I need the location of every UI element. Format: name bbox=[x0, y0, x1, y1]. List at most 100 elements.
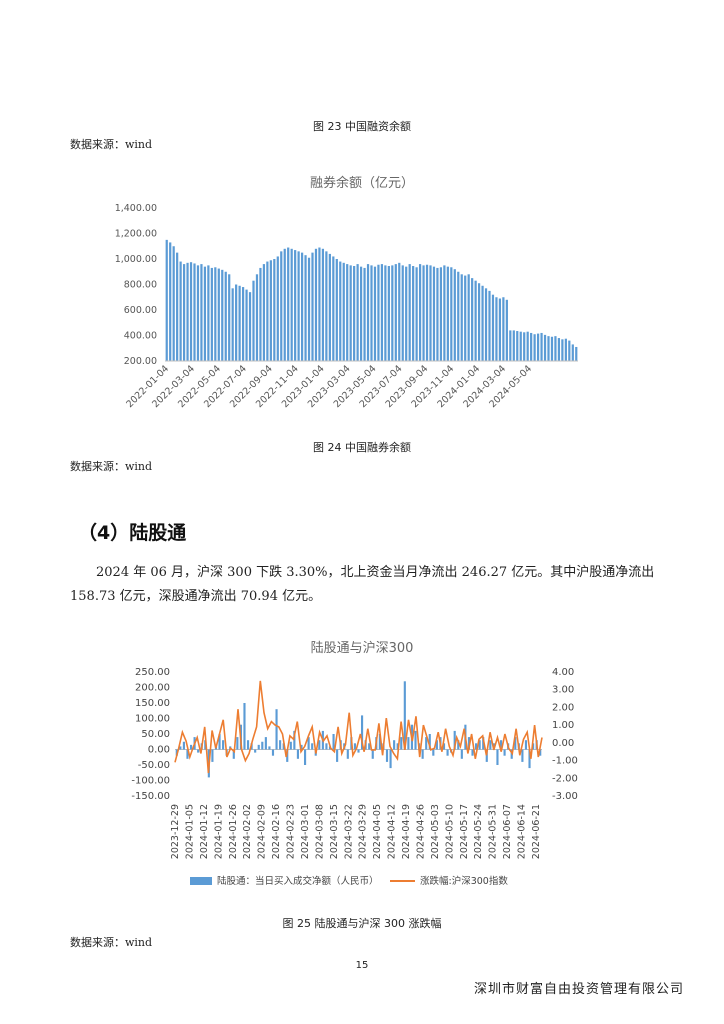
bar bbox=[245, 289, 248, 361]
right-y-tick-label: 0.00 bbox=[552, 738, 574, 749]
bar bbox=[339, 261, 342, 361]
bar bbox=[360, 715, 364, 750]
bar bbox=[189, 744, 193, 750]
bar bbox=[311, 743, 314, 750]
bar bbox=[228, 274, 231, 361]
bar bbox=[176, 252, 179, 361]
bar bbox=[533, 334, 536, 361]
figure-24-chart: 1,400.00 1,200.00 1,000.00 800.00 600.00 400.… bbox=[115, 203, 578, 410]
bar bbox=[485, 749, 488, 762]
bar bbox=[211, 749, 214, 762]
bar bbox=[481, 285, 484, 361]
bar bbox=[280, 251, 283, 361]
bar bbox=[332, 734, 335, 750]
bar bbox=[314, 248, 318, 361]
x-tick-label: 2024-05-31 bbox=[488, 804, 499, 859]
bar bbox=[197, 749, 200, 753]
x-tick-label: 2024-06-07 bbox=[502, 804, 513, 859]
y-tick-label: 1,000.00 bbox=[115, 254, 157, 265]
right-y-tick-label: -1.00 bbox=[552, 756, 578, 767]
bar bbox=[496, 749, 499, 765]
bar bbox=[478, 740, 481, 750]
bar bbox=[491, 294, 495, 361]
bar bbox=[246, 740, 250, 750]
right-y-tick-label: 2.00 bbox=[552, 702, 574, 713]
bar bbox=[289, 741, 292, 750]
bar bbox=[499, 740, 503, 750]
x-tick-label: 2024-03-01 bbox=[300, 804, 311, 859]
bar bbox=[514, 737, 517, 750]
bar bbox=[436, 267, 439, 361]
bar bbox=[357, 749, 360, 753]
bar bbox=[539, 749, 542, 756]
right-y-tick-label: 4.00 bbox=[552, 667, 574, 678]
bar bbox=[165, 239, 168, 361]
x-tick-label: 2024-03-29 bbox=[358, 804, 369, 859]
bar bbox=[521, 749, 524, 762]
bar bbox=[418, 264, 422, 361]
bar bbox=[412, 266, 415, 361]
bar bbox=[422, 265, 425, 361]
x-tick-label: 2024-01-12 bbox=[199, 804, 210, 859]
bar bbox=[396, 743, 399, 750]
bar bbox=[293, 730, 296, 750]
bar bbox=[282, 743, 285, 750]
figure-24-title: 融券余额（亿元） bbox=[309, 176, 414, 191]
bar bbox=[186, 262, 189, 361]
bar bbox=[232, 749, 235, 759]
legend-bar-swatch bbox=[190, 877, 212, 885]
bar bbox=[460, 274, 463, 361]
bar bbox=[268, 746, 271, 750]
left-y-tick-label: 100.00 bbox=[135, 714, 170, 725]
bar bbox=[467, 737, 471, 750]
bar bbox=[363, 267, 366, 361]
bar bbox=[450, 267, 453, 361]
right-y-tick-label: -2.00 bbox=[552, 773, 578, 784]
bar bbox=[442, 743, 446, 750]
bar bbox=[328, 253, 331, 361]
bar bbox=[318, 740, 321, 750]
y-tick-label: 1,200.00 bbox=[115, 229, 157, 240]
bar bbox=[186, 749, 189, 759]
figure-24-source: 数据来源：wind bbox=[70, 460, 153, 473]
y-tick-label: 800.00 bbox=[124, 280, 157, 291]
bar bbox=[428, 734, 431, 750]
bar bbox=[561, 339, 564, 361]
section-heading: （4）陆股通 bbox=[78, 522, 187, 544]
bar bbox=[371, 749, 374, 759]
bar bbox=[509, 330, 512, 361]
bar bbox=[435, 740, 438, 750]
bar bbox=[290, 248, 293, 361]
figure-25-chart: 250.00 200.00 150.00 100.00 50.00 0.00 -50.00 -… bbox=[131, 667, 578, 887]
bar bbox=[421, 749, 424, 759]
bar bbox=[457, 271, 460, 361]
bar bbox=[370, 265, 373, 361]
bar bbox=[169, 242, 172, 361]
bar bbox=[241, 287, 245, 361]
bar bbox=[248, 292, 252, 361]
bar bbox=[453, 269, 456, 361]
bar bbox=[398, 262, 401, 361]
bar bbox=[261, 741, 264, 750]
bar bbox=[368, 743, 371, 750]
bar bbox=[238, 285, 241, 361]
bar bbox=[460, 749, 463, 759]
bar bbox=[283, 248, 286, 361]
x-tick-label: 2024-05-24 bbox=[473, 804, 484, 859]
bar bbox=[512, 330, 515, 361]
bar bbox=[207, 265, 210, 361]
bar bbox=[287, 247, 290, 361]
bar bbox=[547, 336, 550, 361]
bar bbox=[464, 275, 467, 361]
x-tick-label: 2024-04-05 bbox=[372, 804, 383, 859]
bar bbox=[557, 338, 561, 361]
bar bbox=[425, 737, 428, 750]
bar bbox=[489, 740, 492, 750]
x-tick-label: 2024-04-26 bbox=[415, 804, 426, 859]
x-tick-label: 2024-01-05 bbox=[184, 804, 195, 859]
bar bbox=[380, 264, 384, 361]
bar bbox=[214, 267, 217, 361]
bar bbox=[346, 749, 349, 759]
bar bbox=[311, 252, 314, 361]
x-tick-label: 2024-01-26 bbox=[228, 804, 239, 859]
